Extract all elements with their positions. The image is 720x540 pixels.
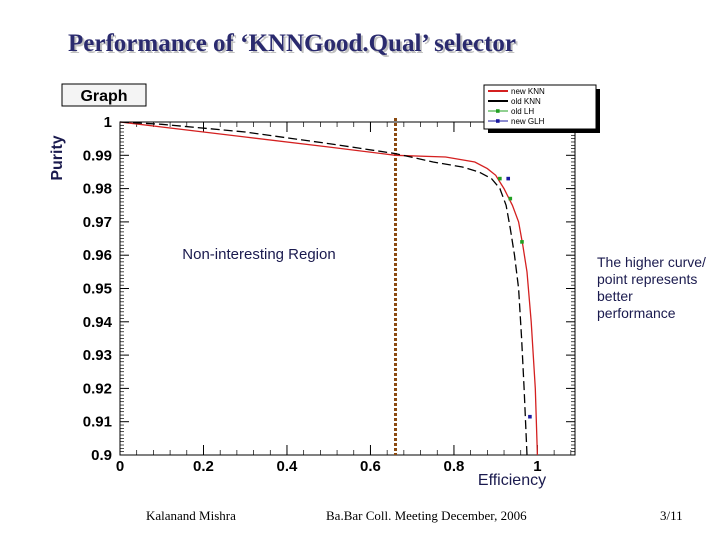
legend-marker-old-lh <box>496 109 500 113</box>
series-line-new-knn <box>119 121 539 456</box>
y-tick-label: 1 <box>104 114 112 131</box>
y-tick-label: 0.96 <box>83 247 112 264</box>
y-axis-title: Purity <box>49 135 66 180</box>
x-tick-label: 0.4 <box>277 458 299 475</box>
y-tick-label: 0.99 <box>83 147 112 164</box>
y-tick-label: 0.92 <box>83 380 112 397</box>
legend-label-new-glh: new GLH <box>511 117 545 126</box>
series-line-old-knn <box>119 121 528 456</box>
legend-label-old-knn: old KNN <box>511 97 541 106</box>
y-tick-label: 0.93 <box>83 347 112 364</box>
series-point-old-lh <box>498 176 502 181</box>
graph-label: Graph <box>80 88 127 105</box>
slide-title: Performance of ‘KNNGood.Qual’ selector <box>68 30 517 57</box>
y-tick-label: 0.95 <box>83 281 112 298</box>
x-tick-label: 0.8 <box>444 458 465 475</box>
axis-ticks: 0.9 0.91 0.92 0.93 0.94 0.95 0.96 0.97 0.98 0.99 1… <box>83 114 575 475</box>
series-point-new-glh <box>528 414 532 419</box>
x-tick-label: 1 <box>533 458 541 475</box>
series-point-old-lh <box>508 196 513 201</box>
series-point-new-glh <box>506 176 511 181</box>
x-tick-label: 0.2 <box>193 458 214 475</box>
x-tick-label: 0.6 <box>360 458 381 475</box>
footer-page-number: 3/11 <box>660 508 683 523</box>
y-tick-label: 0.9 <box>91 447 112 464</box>
plot-frame <box>119 121 576 456</box>
x-axis-title: Efficiency <box>478 472 546 489</box>
performance-note: The higher curve/ point represents bette… <box>597 254 706 321</box>
series-layer <box>119 121 539 456</box>
footer-author: Kalanand Mishra <box>146 508 236 523</box>
legend-box <box>483 84 597 130</box>
legend-label-old-lh: old LH <box>511 107 534 116</box>
y-tick-label: 0.98 <box>83 181 112 198</box>
legend-marker-new-glh <box>496 119 500 123</box>
y-tick-label: 0.94 <box>83 314 113 331</box>
region-label: Non-interesting Region <box>182 246 335 263</box>
graph-label-box <box>61 83 147 107</box>
footer-meeting: Ba.Bar Coll. Meeting December, 2006 <box>326 508 527 523</box>
series-point-old-lh <box>520 240 524 244</box>
legend-label-new-knn: new KNN <box>511 87 545 96</box>
y-tick-label: 0.97 <box>83 214 112 231</box>
x-tick-label: 0 <box>116 458 124 475</box>
y-tick-label: 0.91 <box>83 414 112 431</box>
